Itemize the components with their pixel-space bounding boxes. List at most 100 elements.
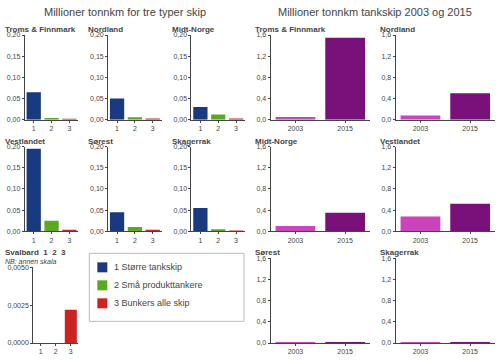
svg-text:0,10: 0,10	[90, 74, 104, 81]
svg-text:2003: 2003	[413, 125, 429, 132]
svg-text:0,4: 0,4	[381, 207, 391, 214]
svg-text:2015: 2015	[337, 237, 353, 244]
svg-text:1: 1	[32, 125, 36, 132]
svg-text:1: 1	[115, 125, 119, 132]
svg-text:2003: 2003	[288, 237, 304, 244]
svg-text:2015: 2015	[337, 348, 353, 355]
svg-text:0,10: 0,10	[90, 185, 104, 192]
svg-text:0,15: 0,15	[7, 164, 21, 171]
svg-text:3: 3	[67, 125, 71, 132]
svg-text:1,6: 1,6	[256, 143, 266, 150]
svg-text:0,8: 0,8	[381, 74, 391, 81]
svg-text:0,10: 0,10	[7, 74, 21, 81]
svg-text:Svalbard 1 2 3: Svalbard 1 2 3	[5, 248, 66, 257]
svg-text:1,2: 1,2	[256, 53, 266, 60]
svg-text:0,00: 0,00	[90, 116, 104, 123]
svg-text:2: 2	[216, 237, 220, 244]
svg-text:0,15: 0,15	[173, 164, 187, 171]
svg-text:1,6: 1,6	[381, 255, 391, 262]
svg-text:0,10: 0,10	[7, 185, 21, 192]
svg-text:0,8: 0,8	[381, 297, 391, 304]
svg-text:0,20: 0,20	[7, 31, 21, 38]
svg-text:0,05: 0,05	[173, 207, 187, 214]
svg-text:0,05: 0,05	[7, 207, 21, 214]
svg-text:0,4: 0,4	[381, 318, 391, 325]
svg-text:0,20: 0,20	[7, 143, 21, 150]
svg-text:0,0: 0,0	[256, 228, 266, 235]
svg-text:0,10: 0,10	[173, 185, 187, 192]
svg-text:Nordland: Nordland	[380, 25, 415, 34]
svg-text:0,4: 0,4	[256, 318, 266, 325]
svg-text:1: 1	[39, 348, 43, 355]
svg-text:Skagerrak: Skagerrak	[380, 248, 419, 257]
svg-text:3: 3	[69, 348, 73, 355]
svg-text:0,15: 0,15	[7, 53, 21, 60]
svg-text:0,05: 0,05	[90, 207, 104, 214]
svg-text:2003: 2003	[413, 237, 429, 244]
svg-text:0,0: 0,0	[381, 339, 391, 346]
svg-text:2 Små produkttankere: 2 Små produkttankere	[114, 280, 203, 290]
svg-text:2015: 2015	[337, 125, 353, 132]
svg-text:2003: 2003	[413, 348, 429, 355]
svg-text:0,8: 0,8	[381, 185, 391, 192]
svg-text:3 Bunkers alle skip: 3 Bunkers alle skip	[114, 298, 190, 308]
svg-text:1,6: 1,6	[381, 31, 391, 38]
svg-text:Troms & Finnmark: Troms & Finnmark	[5, 25, 76, 34]
svg-text:2: 2	[133, 237, 137, 244]
svg-text:1,2: 1,2	[256, 164, 266, 171]
svg-text:1,6: 1,6	[256, 31, 266, 38]
svg-text:2: 2	[50, 237, 54, 244]
svg-text:Vestlandet: Vestlandet	[380, 137, 420, 146]
svg-text:0,8: 0,8	[256, 297, 266, 304]
svg-text:0,10: 0,10	[173, 74, 187, 81]
svg-text:Nordland: Nordland	[88, 25, 123, 34]
svg-text:0,00: 0,00	[7, 228, 21, 235]
svg-text:0,0025: 0,0025	[7, 302, 29, 309]
svg-text:NB: annen skala: NB: annen skala	[5, 258, 56, 265]
svg-text:2: 2	[54, 348, 58, 355]
svg-text:0,20: 0,20	[173, 143, 187, 150]
svg-text:0,0000: 0,0000	[7, 339, 29, 346]
svg-text:1,6: 1,6	[256, 255, 266, 262]
svg-text:0,15: 0,15	[90, 53, 104, 60]
svg-text:1,6: 1,6	[381, 143, 391, 150]
svg-text:Millioner tonnkm tankskip 2003: Millioner tonnkm tankskip 2003 og 2015	[278, 6, 472, 18]
svg-text:0,4: 0,4	[381, 95, 391, 102]
svg-text:0,0050: 0,0050	[7, 264, 29, 271]
svg-text:0,05: 0,05	[173, 95, 187, 102]
svg-text:0,15: 0,15	[173, 53, 187, 60]
svg-text:3: 3	[234, 125, 238, 132]
svg-text:2015: 2015	[462, 237, 478, 244]
svg-text:2003: 2003	[288, 125, 304, 132]
svg-text:0,0: 0,0	[381, 116, 391, 123]
svg-text:1,2: 1,2	[381, 276, 391, 283]
svg-text:2: 2	[50, 125, 54, 132]
svg-text:1,2: 1,2	[381, 164, 391, 171]
svg-text:2: 2	[133, 125, 137, 132]
svg-text:1,2: 1,2	[256, 276, 266, 283]
svg-text:0,00: 0,00	[90, 228, 104, 235]
svg-text:Troms & Finnmark: Troms & Finnmark	[255, 25, 326, 34]
svg-text:Sørest: Sørest	[255, 248, 280, 257]
svg-text:1,2: 1,2	[381, 53, 391, 60]
svg-text:1: 1	[115, 237, 119, 244]
svg-text:2015: 2015	[462, 348, 478, 355]
svg-text:Vestlandet: Vestlandet	[5, 137, 45, 146]
svg-text:2015: 2015	[462, 125, 478, 132]
svg-text:0,0: 0,0	[256, 339, 266, 346]
svg-text:0,05: 0,05	[7, 95, 21, 102]
svg-text:3: 3	[151, 125, 155, 132]
svg-text:0,00: 0,00	[173, 116, 187, 123]
svg-text:0,05: 0,05	[90, 95, 104, 102]
svg-text:Sørest: Sørest	[88, 137, 113, 146]
svg-text:3: 3	[67, 237, 71, 244]
svg-text:0,15: 0,15	[90, 164, 104, 171]
svg-text:0,8: 0,8	[256, 74, 266, 81]
svg-text:0,0: 0,0	[381, 228, 391, 235]
svg-text:1: 1	[198, 237, 202, 244]
svg-text:Millioner tonnkm for tre typer: Millioner tonnkm for tre typer skip	[44, 6, 206, 18]
svg-text:0,4: 0,4	[256, 95, 266, 102]
svg-text:1 Større tankskip: 1 Større tankskip	[114, 262, 182, 272]
svg-text:1: 1	[32, 237, 36, 244]
svg-text:Skagerrak: Skagerrak	[172, 137, 211, 146]
